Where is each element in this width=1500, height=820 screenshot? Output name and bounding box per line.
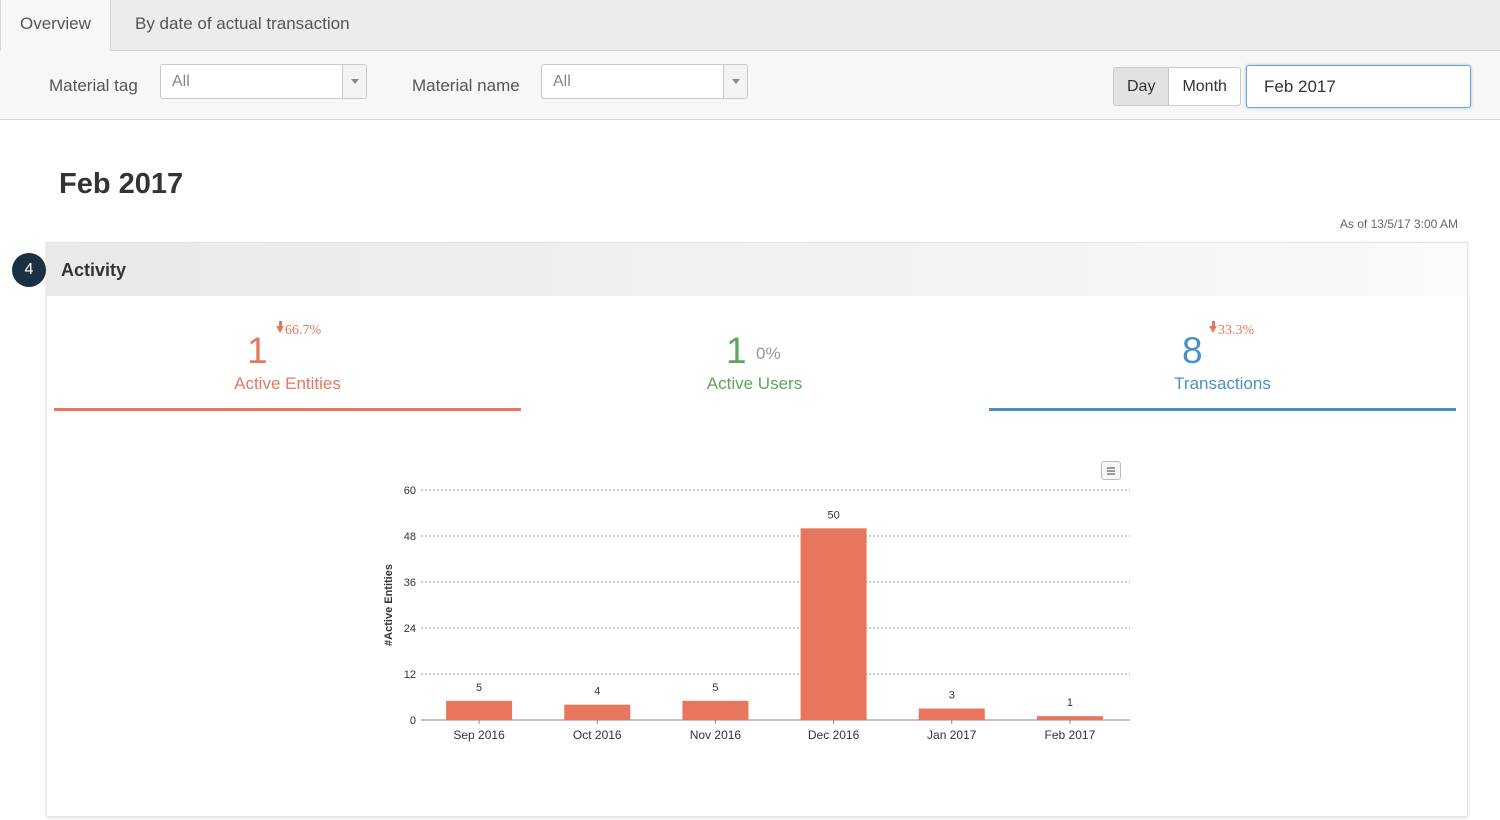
metric-delta: 0% xyxy=(756,344,781,363)
step-badge: 4 xyxy=(12,253,46,287)
y-tick-label: 48 xyxy=(404,531,416,543)
material-tag-label: Material tag xyxy=(49,76,138,95)
tab-bar: Overview By date of actual transaction xyxy=(0,0,1500,51)
data-label: 5 xyxy=(476,682,482,694)
bar xyxy=(1036,716,1103,720)
as-of-timestamp: As of 13/5/17 3:00 AM xyxy=(1339,217,1458,231)
metric-transactions[interactable]: 8 33.3% Transactions xyxy=(989,320,1456,412)
date-picker-input[interactable] xyxy=(1246,65,1471,108)
material-tag-select[interactable]: All xyxy=(160,64,367,99)
material-name-select[interactable]: All xyxy=(541,64,748,99)
metric-delta: 33.3% xyxy=(1209,321,1254,339)
activity-panel: Activity xyxy=(46,242,1468,817)
metric-underline xyxy=(54,408,521,411)
bar xyxy=(800,528,867,720)
metric-active-entities[interactable]: 1 66.7% Active Entities xyxy=(54,320,521,412)
metric-value: 1 xyxy=(247,330,268,371)
caret-down-icon xyxy=(723,65,747,98)
day-button[interactable]: Day xyxy=(1113,67,1170,106)
metric-value: 8 xyxy=(1182,330,1203,371)
panel-header: Activity xyxy=(47,243,1467,296)
arrow-down-icon xyxy=(276,321,284,333)
y-tick-label: 12 xyxy=(404,669,416,681)
data-label: 4 xyxy=(594,686,600,698)
bar xyxy=(682,700,749,720)
active-entities-bar-chart: 0 12 24 36 48 60 #Active Entities 5 Sep 2016 4 Oct… xyxy=(383,485,1130,742)
bar xyxy=(918,708,985,720)
x-tick-label: Jan 2017 xyxy=(927,728,977,742)
data-label: 5 xyxy=(712,682,718,694)
bar xyxy=(446,700,513,720)
y-tick-label: 0 xyxy=(410,715,416,727)
metric-label: Active Users xyxy=(706,374,803,393)
filter-bar: Material tag All Material name All Day M… xyxy=(0,51,1500,120)
y-tick-label: 36 xyxy=(404,577,416,589)
page-title: Feb 2017 xyxy=(59,168,184,200)
x-tick-label: Sep 2016 xyxy=(453,728,505,742)
metric-underline xyxy=(989,408,1456,411)
chart-menu-button[interactable] xyxy=(1101,461,1121,480)
x-tick-label: Feb 2017 xyxy=(1045,728,1096,742)
panel-title: Activity xyxy=(61,260,127,280)
tab-by-date-of-actual-transaction[interactable]: By date of actual transaction xyxy=(135,14,350,33)
material-name-label: Material name xyxy=(412,76,520,95)
metric-active-users[interactable]: 1 0% Active Users xyxy=(521,320,988,412)
x-tick-label: Dec 2016 xyxy=(808,728,860,742)
metric-value: 1 xyxy=(726,330,747,371)
arrow-down-icon xyxy=(1209,321,1217,333)
metric-label: Active Entities xyxy=(234,374,341,393)
x-tick-label: Oct 2016 xyxy=(573,728,622,742)
data-label: 3 xyxy=(949,690,955,702)
y-tick-label: 24 xyxy=(404,623,416,635)
tab-overview[interactable]: Overview xyxy=(0,0,111,51)
material-tag-value: All xyxy=(172,73,190,90)
metric-label: Transactions xyxy=(1174,374,1271,393)
bar xyxy=(564,704,631,720)
x-tick-label: Nov 2016 xyxy=(690,728,742,742)
data-label: 1 xyxy=(1067,697,1073,709)
y-tick-label: 60 xyxy=(404,485,416,497)
metric-delta: 66.7% xyxy=(276,321,321,339)
month-button[interactable]: Month xyxy=(1169,67,1241,106)
material-name-value: All xyxy=(553,73,571,90)
data-label: 50 xyxy=(827,509,839,521)
granularity-toggle: Day Month xyxy=(1113,67,1241,106)
y-axis-label: #Active Entities xyxy=(383,564,395,646)
caret-down-icon xyxy=(342,65,366,98)
